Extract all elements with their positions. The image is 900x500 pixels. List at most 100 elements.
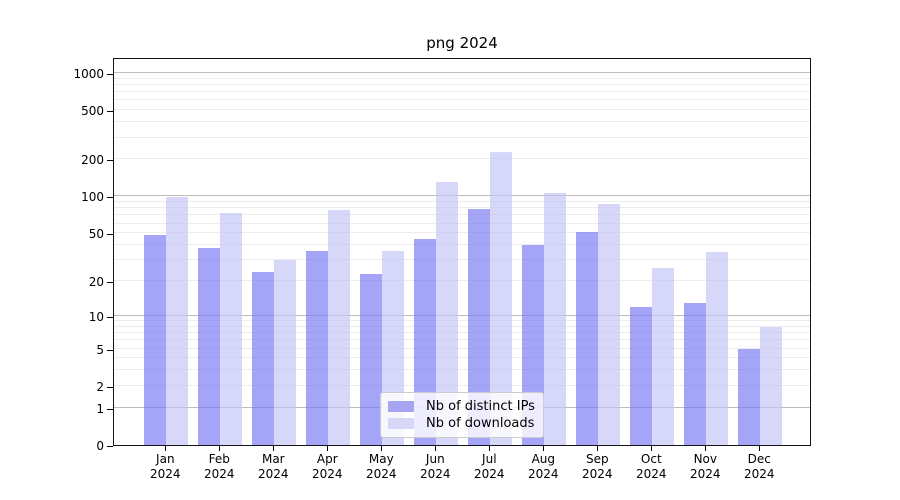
bar-downloads [436, 182, 459, 445]
y-tick-label: 1000 [73, 66, 104, 81]
minor-gridline [114, 232, 810, 234]
minor-gridline [114, 158, 810, 160]
minor-gridline [114, 121, 810, 123]
major-gridline [114, 195, 810, 197]
legend-label-downloads: Nb of downloads [426, 416, 535, 431]
chart-title: png 2024 [426, 34, 498, 52]
y-tick-mark [107, 234, 113, 236]
y-tick-label: 2 [96, 379, 104, 394]
minor-gridline [114, 259, 810, 261]
x-tick-label: Feb 2024 [204, 452, 235, 481]
y-tick-label: 200 [81, 153, 104, 168]
bar-downloads [544, 193, 567, 445]
x-tick-label: May 2024 [366, 452, 397, 481]
minor-gridline [114, 339, 810, 341]
x-tick-mark [381, 446, 383, 451]
x-tick-label: Nov 2024 [690, 452, 721, 481]
x-tick-label: Mar 2024 [258, 452, 289, 481]
minor-gridline [114, 332, 810, 334]
minor-gridline [114, 347, 810, 349]
bar-downloads [490, 151, 513, 445]
plot-area [113, 58, 811, 446]
minor-gridline [114, 244, 810, 246]
y-tick-label: 100 [81, 190, 104, 205]
bar-distinct-ips [360, 273, 383, 445]
y-tick-label: 50 [88, 227, 104, 242]
x-tick-mark [705, 446, 707, 451]
y-tick-label: 0 [96, 439, 104, 453]
legend-swatch-downloads [388, 418, 414, 429]
minor-gridline [114, 207, 810, 209]
y-tick-mark [107, 111, 113, 113]
y-tick-mark [107, 408, 113, 410]
minor-gridline [114, 214, 810, 216]
x-tick-mark [597, 446, 599, 451]
minor-gridline [114, 320, 810, 321]
x-tick-mark [651, 446, 653, 451]
legend-label-distinct-ips: Nb of distinct IPs [426, 399, 535, 414]
bar-distinct-ips [468, 209, 491, 445]
bar-downloads [166, 196, 189, 445]
y-tick-mark [107, 282, 113, 284]
x-tick-mark [435, 446, 437, 451]
bar-distinct-ips [252, 271, 275, 445]
y-tick-label: 500 [81, 104, 104, 119]
minor-gridline [114, 201, 810, 203]
minor-gridline [114, 357, 810, 359]
x-tick-label: Jan 2024 [150, 452, 181, 481]
y-tick-mark [107, 386, 113, 388]
bar-downloads [328, 209, 351, 445]
y-tick-mark [107, 316, 113, 318]
y-tick-label: 20 [88, 275, 104, 290]
y-tick-mark [107, 446, 113, 447]
legend-swatch-distinct-ips [388, 401, 414, 412]
legend-entry-downloads: Nb of downloads [388, 415, 535, 432]
major-gridline [114, 314, 810, 316]
minor-gridline [114, 136, 810, 138]
x-tick-label: Apr 2024 [312, 452, 343, 481]
bar-downloads [220, 213, 243, 445]
minor-gridline [114, 91, 810, 93]
minor-gridline [114, 222, 810, 224]
minor-gridline [114, 109, 810, 111]
x-tick-label: Dec 2024 [744, 452, 775, 481]
y-tick-label: 10 [88, 309, 104, 324]
x-tick-mark [219, 446, 221, 451]
bar-downloads [706, 252, 729, 445]
x-tick-label: Oct 2024 [636, 452, 667, 481]
bar-downloads [652, 267, 675, 445]
bar-distinct-ips [630, 306, 653, 445]
bar-distinct-ips [738, 348, 761, 445]
y-tick-mark [107, 73, 113, 75]
bar-downloads [760, 326, 783, 445]
bar-distinct-ips [198, 247, 221, 445]
bar-distinct-ips [144, 235, 167, 445]
bar-distinct-ips [684, 302, 707, 445]
minor-gridline [114, 83, 810, 85]
minor-gridline [114, 77, 810, 79]
x-tick-label: Aug 2024 [528, 452, 559, 481]
x-tick-label: Sep 2024 [582, 452, 613, 481]
x-tick-mark [759, 446, 761, 451]
y-tick-label: 5 [96, 342, 104, 357]
bar-distinct-ips [306, 250, 329, 445]
x-tick-label: Jun 2024 [420, 452, 451, 481]
legend-entry-distinct-ips: Nb of distinct IPs [388, 398, 535, 415]
bar-downloads [598, 203, 621, 445]
bar-distinct-ips [576, 232, 599, 445]
minor-gridline [114, 280, 810, 282]
y-tick-label: 1 [96, 401, 104, 416]
bar-downloads [274, 260, 297, 445]
x-tick-mark [165, 446, 167, 451]
x-tick-label: Jul 2024 [474, 452, 505, 481]
legend: Nb of distinct IPs Nb of downloads [380, 392, 544, 438]
minor-gridline [114, 325, 810, 327]
y-tick-mark [107, 349, 113, 351]
minor-gridline [114, 384, 810, 386]
y-tick-mark [107, 197, 113, 199]
major-gridline [114, 71, 810, 73]
y-tick-mark [107, 160, 113, 162]
x-tick-mark [327, 446, 329, 451]
minor-gridline [114, 369, 810, 371]
x-tick-mark [543, 446, 545, 451]
